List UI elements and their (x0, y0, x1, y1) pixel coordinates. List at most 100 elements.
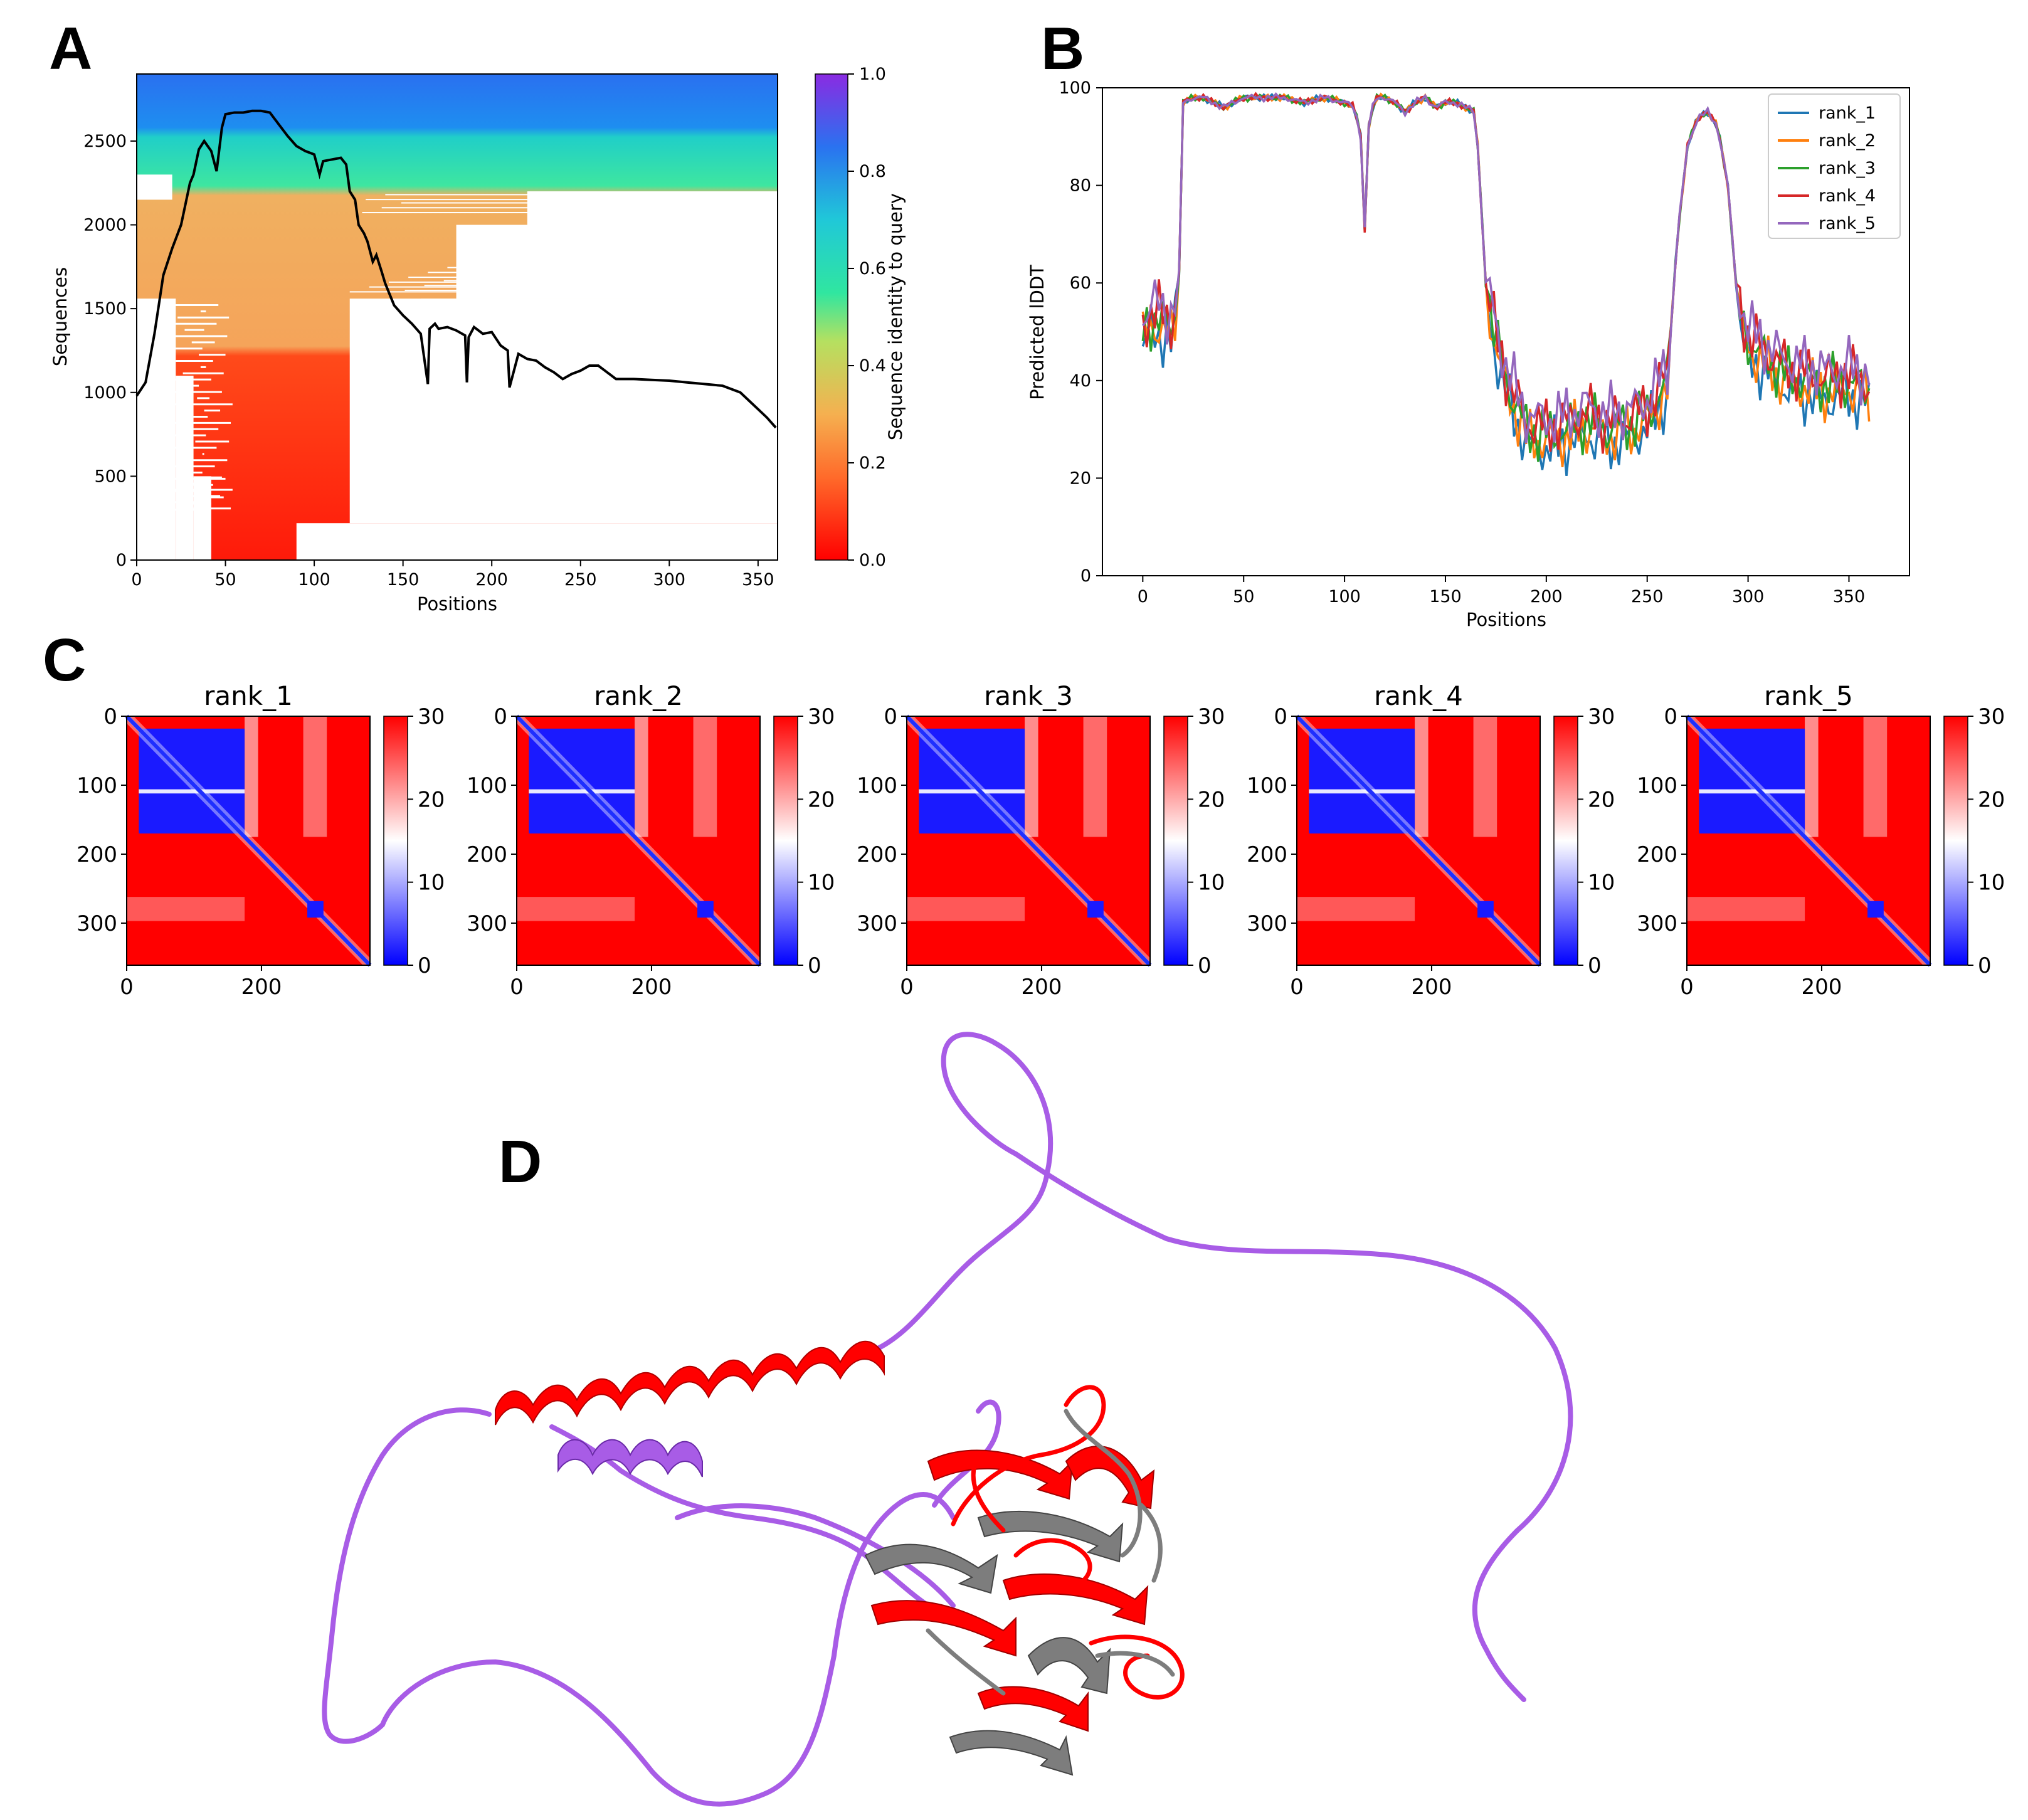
pae-colorbar (773, 716, 798, 966)
sheet-strand-9 (977, 1686, 1089, 1732)
msa-x-axis-label: Positions (417, 593, 497, 615)
plddt-y-tick-label: 0 (1080, 566, 1091, 586)
pae-x-tick-label: 0 (120, 975, 134, 1000)
sheet-strand-4 (977, 1511, 1124, 1563)
msa-y-tick-label: 2000 (83, 216, 127, 235)
pae-x-tick-label: 0 (900, 975, 914, 1000)
domain-loop-gray-2 (1095, 1651, 1175, 1677)
pae-frame (1686, 716, 1931, 966)
pae-map-rank_3: rank_3 0 100 200 300 0 200 0 10 20 30 (857, 680, 1225, 1000)
pae-band (1805, 716, 1819, 837)
pae-colorbar-tick-label: 30 (808, 704, 835, 729)
domain-loop-gray-4 (1139, 1503, 1163, 1583)
pae-y-tick-label: 200 (1247, 842, 1287, 867)
pae-colorbar-tick-label: 0 (418, 953, 431, 978)
pae-band (303, 716, 327, 837)
helix-long (495, 1340, 885, 1426)
msa-gap (296, 523, 778, 560)
identity-colorbar-tick-label: 1.0 (859, 65, 886, 84)
pae-diagonal-core (1295, 714, 1542, 967)
msa-x-tick-label: 250 (564, 570, 597, 590)
pae-colorbar-tick-label: 20 (808, 787, 835, 812)
pae-stripe (139, 789, 245, 794)
pae-colorbar (1553, 716, 1578, 966)
pae-y-tick-label: 100 (467, 773, 507, 798)
pae-colorbar-tick-label: 0 (1198, 953, 1212, 978)
identity-colorbar-tick-label: 0.8 (859, 162, 886, 181)
pae-stripe (1309, 789, 1415, 794)
pae-colorbar-tick-label: 10 (808, 870, 835, 896)
pae-x-tick-label: 200 (241, 975, 282, 1000)
msa-x-tick-label: 100 (298, 570, 330, 590)
pae-y-tick-label: 200 (467, 842, 507, 867)
sheet-strand-5 (1002, 1574, 1149, 1626)
pae-y-tick-label: 100 (857, 773, 897, 798)
msa-gap (137, 174, 172, 200)
pae-frame (906, 716, 1151, 966)
pae-diagonal-core (515, 714, 762, 967)
identity-colorbar-tick-label: 0.0 (859, 551, 886, 570)
domain-loop-red-4 (1013, 1538, 1092, 1589)
msa-plot-frame (136, 73, 778, 561)
domain-loop-red-3 (971, 1452, 1006, 1533)
msa-x-tick-label: 200 (475, 570, 508, 590)
pae-colorbar-tick-label: 30 (1198, 704, 1225, 729)
sheet-strand-8 (949, 1730, 1074, 1776)
sheet-strand-6 (1027, 1637, 1111, 1695)
pae-y-tick-label: 100 (77, 773, 117, 798)
pae-helix-block (1087, 901, 1104, 918)
plddt-x-tick-label: 350 (1833, 587, 1866, 606)
plddt-y-tick-label: 100 (1059, 78, 1091, 98)
pae-y-tick-label: 300 (467, 911, 507, 936)
msa-y-axis-label: Sequences (50, 267, 71, 366)
pae-frame (1296, 716, 1541, 966)
pae-band (245, 716, 258, 837)
pae-colorbar (1163, 716, 1188, 966)
plddt-x-tick-label: 150 (1429, 587, 1462, 606)
domain-loop-red-2 (1089, 1634, 1185, 1700)
legend-label-rank_4: rank_4 (1819, 186, 1876, 206)
pae-diagonal-core (1685, 714, 1932, 967)
pae-colorbar-tick-label: 30 (1978, 704, 2005, 729)
coil-loop-left (322, 1407, 956, 1807)
pae-y-tick-label: 300 (77, 911, 117, 936)
msa-y-tick-label: 1500 (83, 299, 127, 319)
msa-x-tick-label: 300 (653, 570, 686, 590)
pae-band (127, 897, 245, 921)
msa-x-tick-label: 50 (214, 570, 236, 590)
pae-y-tick-label: 0 (884, 704, 897, 729)
pae-x-tick-label: 200 (1412, 975, 1452, 1000)
pae-x-tick-label: 0 (1680, 975, 1694, 1000)
plddt-legend: rank_1 rank_2 rank_3 rank_4 rank_5 (1768, 93, 1901, 239)
pae-band (517, 897, 635, 921)
plddt-x-tick-label: 300 (1732, 587, 1765, 606)
pae-title: rank_4 (1374, 680, 1463, 711)
pae-stripe (919, 789, 1025, 794)
pae-colorbar-tick-label: 10 (1588, 870, 1615, 896)
pae-colorbar-tick-label: 0 (1588, 953, 1602, 978)
pae-colorbar-tick-label: 20 (1198, 787, 1225, 812)
identity-colorbar-label: Sequence identity to query (885, 193, 906, 440)
plddt-y-tick-label: 40 (1070, 371, 1091, 391)
identity-colorbar-tick-label: 0.4 (859, 356, 886, 376)
pae-frame (126, 716, 371, 966)
pae-title: rank_3 (984, 680, 1073, 711)
plddt-x-tick-label: 100 (1328, 587, 1361, 606)
plddt-y-tick-label: 60 (1070, 273, 1091, 293)
pae-colorbar-tick-label: 10 (1198, 870, 1225, 896)
pae-frame (516, 716, 761, 966)
pae-y-tick-label: 300 (857, 911, 897, 936)
helix-short-ribbon (557, 1439, 703, 1478)
plddt-series-rank_4 (1141, 92, 1871, 454)
coil-loop-top (875, 1032, 1573, 1702)
pae-colorbar-tick-label: 30 (1588, 704, 1615, 729)
pae-band (1473, 716, 1497, 837)
msa-gap (176, 376, 194, 560)
pae-stripe (529, 789, 635, 794)
pae-diagonal-core (905, 714, 1152, 967)
sheet-strand-3 (927, 1449, 1074, 1500)
domain-loops (926, 1385, 1185, 1700)
plddt-y-axis-label: Predicted lDDT (1027, 265, 1048, 400)
pae-map-rank_4: rank_4 0 100 200 300 0 200 0 10 20 30 (1247, 680, 1615, 1000)
